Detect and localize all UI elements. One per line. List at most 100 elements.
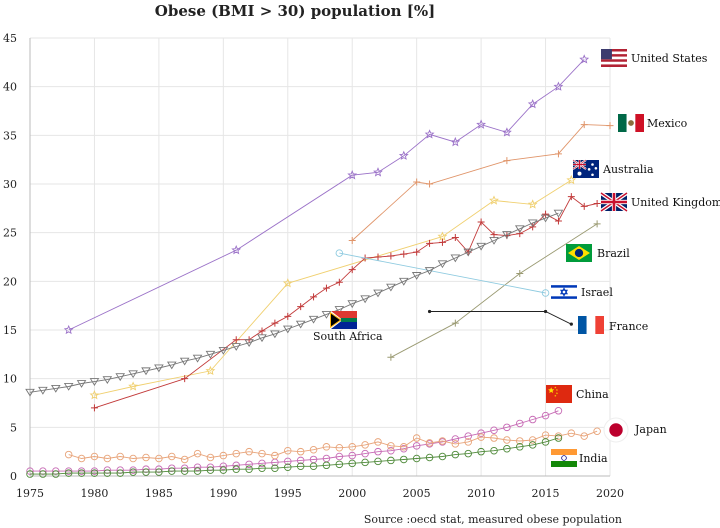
flag-stripe (601, 59, 627, 62)
series-line-brazil (390, 223, 598, 358)
point-south-africa-1998 (321, 310, 332, 319)
point-japan-1987 (180, 455, 189, 464)
point-united-kingdom-2007 (438, 238, 446, 246)
point-south-africa-1992 (244, 339, 254, 348)
y-tick-label-40: 40 (3, 81, 17, 94)
flag-united-states (601, 49, 627, 67)
point-china-1988 (193, 463, 202, 471)
flag-field (546, 385, 572, 403)
y-tick-label-20: 20 (3, 275, 17, 288)
point-japan-2013 (516, 437, 524, 445)
point-united-kingdom-2013 (516, 230, 524, 238)
point-china-2001 (361, 449, 369, 458)
point-united-kingdom-2016 (554, 217, 562, 225)
point-india-2000 (348, 459, 356, 468)
flag-star (548, 387, 555, 393)
flag-israel (551, 283, 577, 301)
source-note: Source :oecd stat, measured obese popula… (363, 513, 622, 526)
point-india-1992 (245, 465, 253, 473)
flag-band (551, 455, 577, 461)
flag-stripe (601, 49, 627, 52)
flag-star-small (555, 392, 558, 395)
point-australia-1989 (205, 365, 216, 376)
point-united-kingdom-1987 (181, 375, 189, 383)
point-china-2011 (490, 426, 498, 435)
flag-france (578, 316, 604, 334)
point-china-2005 (412, 442, 421, 450)
series-line-south-africa (29, 212, 559, 393)
point-south-africa-2009 (463, 248, 474, 257)
flag-brazil (566, 244, 592, 262)
point-japan-2004 (400, 443, 408, 451)
point-united-kingdom-1980 (90, 404, 98, 412)
flag-united-kingdom (599, 191, 629, 213)
series-label-france: France (609, 320, 648, 333)
point-united-states-2010 (476, 119, 487, 129)
point-south-africa-1993 (257, 334, 267, 343)
flag-canton (601, 49, 612, 60)
flag-china (546, 385, 572, 403)
flag-stripe (601, 64, 627, 67)
point-united-states-2006 (424, 129, 435, 139)
flag-band (331, 311, 357, 320)
point-india-2001 (361, 458, 369, 467)
point-india-1998 (322, 461, 331, 470)
point-south-africa-1996 (295, 320, 306, 329)
flag-star-small (555, 389, 558, 391)
point-japan-1997 (309, 445, 318, 454)
flag-stripe (551, 285, 577, 288)
point-india-2010 (477, 447, 485, 456)
point-australia-2017 (566, 174, 577, 185)
point-united-kingdom-2010 (477, 218, 485, 226)
series-line-australia (94, 179, 572, 396)
point-united-states-2000 (347, 169, 358, 180)
point-south-africa-1999 (334, 306, 345, 314)
point-south-africa-1989 (205, 350, 216, 359)
point-india-1995 (284, 463, 292, 471)
point-china-2010 (477, 429, 485, 437)
point-united-kingdom-2004 (400, 250, 408, 258)
point-china-1980 (90, 467, 99, 475)
point-china-2003 (387, 446, 395, 455)
point-south-africa-1984 (141, 367, 151, 376)
point-south-africa-1986 (166, 361, 177, 370)
flag-stripe (601, 61, 627, 65)
point-india-1981 (103, 469, 112, 477)
series-line-united-states (68, 59, 585, 331)
x-tick-label-1975: 1975 (16, 487, 44, 500)
point-united-kingdom-2008 (451, 234, 459, 242)
point-united-kingdom-2000 (348, 266, 356, 274)
point-india-1980 (90, 469, 99, 477)
y-tick-label-45: 45 (3, 32, 17, 45)
point-south-africa-1990 (218, 346, 229, 355)
point-japan-1985 (155, 454, 163, 463)
point-india-1984 (142, 468, 150, 476)
point-united-kingdom-2017 (567, 193, 575, 201)
point-israel-1999 (335, 249, 344, 257)
point-india-1988 (193, 467, 202, 475)
point-south-africa-1987 (179, 357, 190, 366)
y-tick-label-0: 0 (10, 470, 17, 483)
point-south-africa-1985 (154, 364, 164, 373)
point-south-africa-1979 (76, 380, 87, 388)
point-india-1985 (155, 468, 163, 476)
point-japan-1999 (335, 444, 344, 452)
point-south-africa-1991 (231, 343, 242, 351)
point-united-kingdom-2003 (387, 252, 395, 260)
point-japan-1988 (193, 449, 202, 458)
flag-australia (572, 159, 599, 178)
flag-band (618, 114, 627, 132)
flag-band (635, 114, 644, 132)
point-india-1997 (309, 462, 318, 471)
point-united-kingdom-2011 (490, 231, 498, 239)
point-china-2012 (503, 423, 511, 432)
point-mexico-2020 (606, 122, 614, 130)
y-tick-label-25: 25 (3, 227, 17, 240)
chart-title: Obese (BMI > 30) population [%] (154, 2, 436, 20)
series-label-mexico: Mexico (647, 117, 688, 130)
point-south-africa-2005 (411, 272, 422, 280)
flag-star-small (554, 386, 557, 389)
point-south-africa-1997 (308, 315, 319, 324)
point-united-kingdom-1994 (271, 319, 279, 327)
